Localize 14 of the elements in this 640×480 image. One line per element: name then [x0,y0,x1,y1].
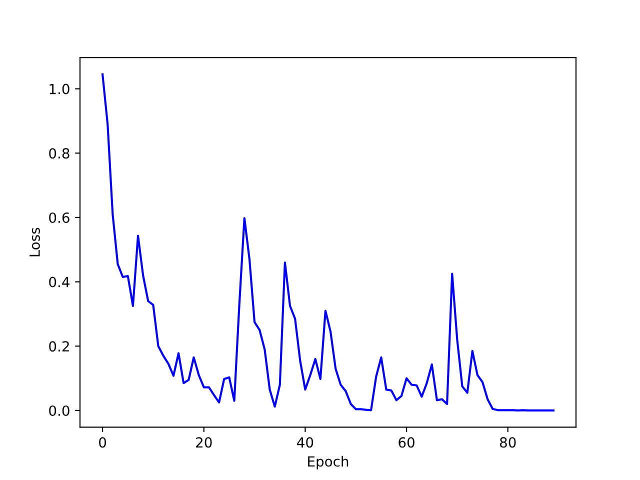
y-tick-label: 1.0 [50,84,70,94]
x-tick-label: 20 [196,437,212,448]
x-tick-label: 0 [99,437,106,448]
x-tick-label: 60 [398,437,414,448]
y-tick-label: 0.8 [49,148,70,159]
y-tick-label: 0.4 [49,276,70,288]
y-tick-label: 0.2 [49,341,69,352]
y-tick-label: 0.6 [49,212,70,223]
x-axis-title: Epoch [308,456,348,470]
x-tick-label: 40 [297,437,314,448]
line-series [102,73,554,412]
x-tick-label: 80 [500,437,516,448]
y-axis-title: Loss [30,228,40,256]
y-tick-label: 0.0 [49,405,70,416]
